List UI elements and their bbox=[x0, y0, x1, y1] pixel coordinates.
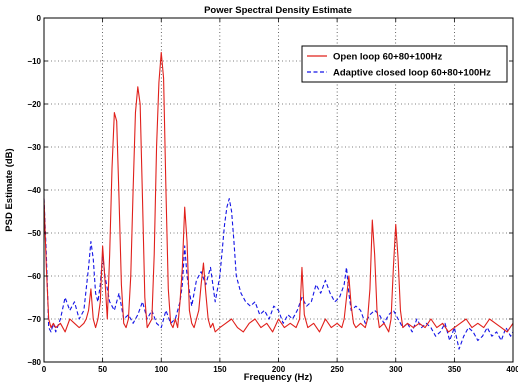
y-tick-label: −10 bbox=[27, 57, 41, 66]
x-tick-label: 0 bbox=[42, 365, 47, 374]
x-tick-label: 150 bbox=[213, 365, 227, 374]
legend-label-open-loop: Open loop 60+80+100Hz bbox=[333, 52, 443, 63]
y-axis-title: PSD Estimate (dB) bbox=[4, 148, 15, 231]
x-tick-label: 300 bbox=[389, 365, 403, 374]
y-tick-label: −60 bbox=[27, 272, 41, 281]
x-tick-label: 400 bbox=[506, 365, 518, 374]
ticks-layer: 0 50 100 150 200 250 300 350 400 −80 −70 −60 −50 −40 −… bbox=[27, 14, 518, 374]
x-axis-title: Frequency (Hz) bbox=[244, 372, 313, 383]
x-tick-label: 350 bbox=[448, 365, 462, 374]
y-tick-label: −80 bbox=[27, 358, 41, 367]
y-tick-label: −40 bbox=[27, 186, 41, 195]
legend-label-closed-loop: Adaptive closed loop 60+80+100Hz bbox=[333, 68, 491, 79]
series-line-open-loop bbox=[43, 51, 514, 333]
chart-title: Power Spectral Density Estimate bbox=[204, 5, 352, 16]
y-tick-label: −30 bbox=[27, 143, 41, 152]
y-tick-label: −20 bbox=[27, 100, 41, 109]
x-tick-label: 100 bbox=[155, 365, 169, 374]
y-tick-label: −50 bbox=[27, 229, 41, 238]
legend: Open loop 60+80+100Hz Adaptive closed lo… bbox=[301, 45, 508, 83]
x-tick-label: 250 bbox=[330, 365, 344, 374]
y-tick-label: −70 bbox=[27, 315, 41, 324]
x-tick-label: 50 bbox=[98, 365, 107, 374]
y-tick-label: 0 bbox=[37, 14, 42, 23]
series-layer bbox=[43, 51, 514, 350]
legend-box bbox=[301, 45, 508, 83]
x-tick-label: 200 bbox=[272, 365, 286, 374]
